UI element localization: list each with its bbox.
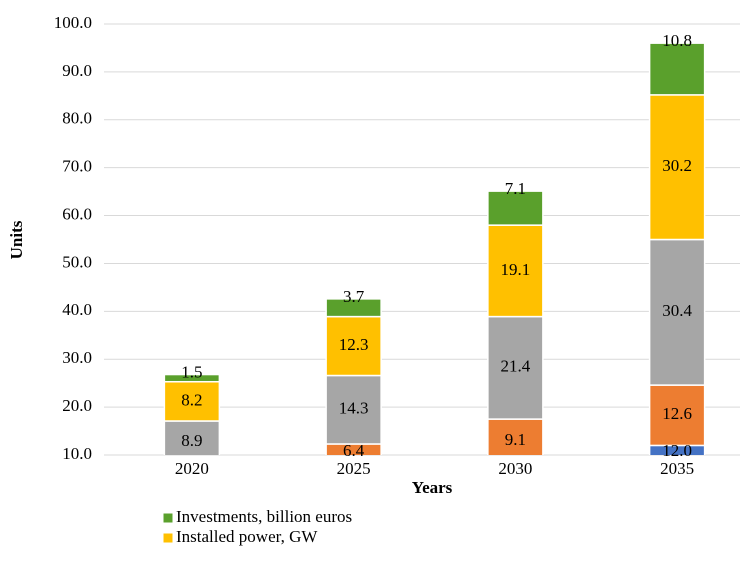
data-label: 8.9 — [181, 431, 202, 450]
grid: 10.0 20.0 30.0 40.0 50.0 60.0 70.0 80.0 90.0 100.… — [54, 13, 740, 463]
data-label: 6.4 — [343, 441, 365, 460]
bar-segment — [487, 315, 544, 420]
bars — [163, 42, 706, 503]
bar-segment — [648, 42, 706, 96]
y-tick-label: 10.0 — [62, 444, 92, 463]
bar-segment — [487, 190, 544, 226]
bar-segment — [648, 94, 706, 241]
y-tick-label: 100.0 — [54, 13, 92, 32]
data-label: 9.1 — [505, 430, 526, 449]
data-label: 19.1 — [501, 260, 531, 279]
bar-segment — [325, 298, 382, 318]
y-tick-label: 90.0 — [62, 61, 92, 80]
bar-segment — [164, 486, 219, 503]
bar-segment — [648, 238, 706, 386]
legend-label: Investments, billion euros — [176, 507, 352, 526]
data-label: 12.3 — [339, 335, 369, 354]
y-tick-label: 30.0 — [62, 348, 92, 367]
data-label: 8.2 — [181, 390, 202, 409]
y-axis-label: Units — [7, 220, 26, 259]
y-tick-label: 50.0 — [62, 252, 92, 271]
y-tick-label: 70.0 — [62, 157, 92, 176]
y-tick-label: 40.0 — [62, 300, 92, 319]
data-label: 30.2 — [662, 156, 692, 175]
data-label: 12.6 — [662, 404, 692, 423]
y-tick-label: 80.0 — [62, 109, 92, 128]
x-tick-label: 2030 — [498, 459, 532, 478]
legend-label: Installed power, GW — [176, 527, 318, 546]
x-tick-label: 2020 — [175, 459, 209, 478]
y-tick-label: 60.0 — [62, 204, 92, 223]
bar-segment — [163, 380, 221, 422]
bar-segment — [326, 475, 381, 503]
x-tick-label: 2025 — [337, 459, 371, 478]
y-tick-label: 20.0 — [62, 396, 92, 415]
data-label: 7.1 — [505, 179, 526, 198]
data-label: 14.3 — [339, 399, 369, 418]
data-label: 10.8 — [662, 31, 692, 50]
data-label: 3.7 — [343, 287, 365, 306]
x-axis-label: Years — [412, 478, 453, 497]
bar-segment — [487, 418, 544, 455]
data-label: 21.4 — [501, 357, 531, 376]
data-label: 1.5 — [181, 362, 202, 381]
bar-segment — [648, 384, 706, 447]
data-label: 12.0 — [662, 441, 692, 460]
data-label: 30.4 — [662, 301, 692, 320]
bar-segment — [163, 373, 221, 383]
legend-swatch — [162, 532, 174, 544]
x-tick-label: 2035 — [660, 459, 694, 478]
legend-swatch — [162, 512, 174, 524]
